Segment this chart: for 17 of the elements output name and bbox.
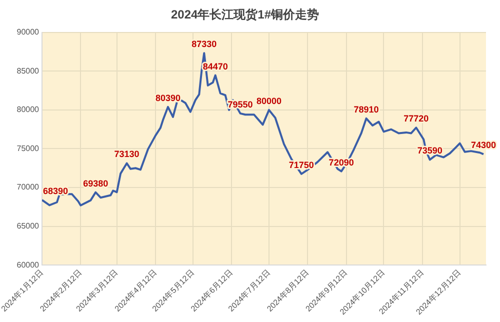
y-tick-label: 65000	[16, 221, 40, 230]
y-tick-label: 80000	[16, 105, 40, 114]
annotation: 68390	[42, 186, 68, 196]
y-tick-label: 60000	[16, 260, 40, 270]
y-tick-label: 85000	[16, 66, 40, 76]
y-tick-label: 70000	[16, 182, 40, 192]
annotation: 77720	[404, 114, 429, 124]
annotation: 69380	[83, 178, 108, 188]
chart-title: 2024年长江现货1#铜价走势	[170, 8, 320, 22]
y-tick-label: 90000	[16, 28, 40, 37]
annotation: 87330	[192, 39, 217, 50]
annotation: 73130	[114, 149, 140, 160]
annotation: 74300	[470, 140, 496, 150]
y-tick-label: 75000	[16, 144, 40, 153]
annotation: 80000	[256, 96, 282, 106]
annotation: 78910	[354, 104, 379, 114]
annotation: 80390	[155, 92, 180, 103]
